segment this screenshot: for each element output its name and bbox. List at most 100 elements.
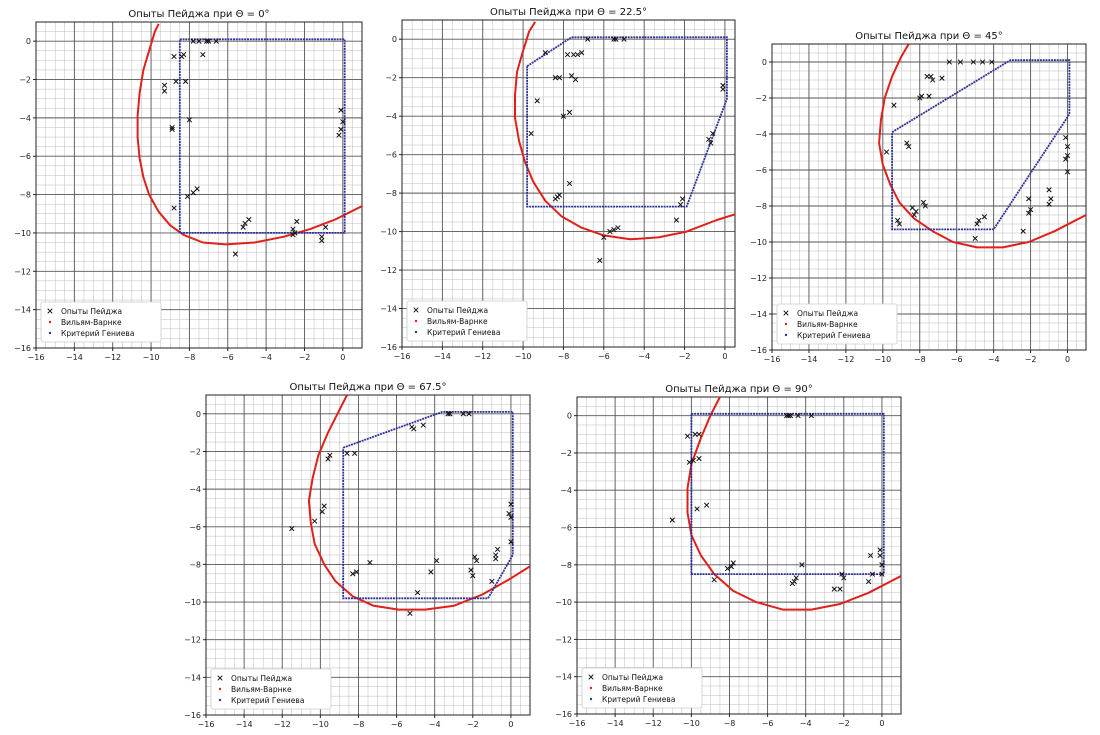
page-point-marker xyxy=(200,51,206,58)
page-point-marker xyxy=(789,580,796,587)
page-point-marker xyxy=(611,227,617,233)
page-point-marker xyxy=(506,510,512,517)
y-tick-label: −16 xyxy=(184,711,201,720)
y-tick-label: −10 xyxy=(184,598,201,607)
x-tick-label: −14 xyxy=(607,719,624,728)
page-point-marker xyxy=(724,565,731,572)
page-point-marker xyxy=(894,217,901,224)
page-point-marker xyxy=(730,560,736,566)
minor-grid xyxy=(402,19,736,347)
x-tick-label: −16 xyxy=(394,352,411,361)
page-point-marker xyxy=(572,76,579,83)
legend-label-page: Опыты Пейджа xyxy=(797,309,858,318)
minor-grid xyxy=(577,396,902,714)
y-tick-label: −10 xyxy=(14,229,31,238)
x-tick-label: −12 xyxy=(274,720,291,729)
y-tick-label: −2 xyxy=(560,449,572,458)
y-tick-label: −6 xyxy=(385,151,397,160)
plot-frame xyxy=(576,396,902,715)
page-point-marker xyxy=(607,228,613,235)
x-tick-label: −4 xyxy=(638,352,650,361)
y-tick-label: −10 xyxy=(380,228,397,237)
x-tick-label: −16 xyxy=(764,355,781,364)
legend-label-ww: Вильям-Варнке xyxy=(231,685,292,694)
x-tick-label: −14 xyxy=(66,353,83,362)
page-point-marker xyxy=(946,59,952,65)
page-point-marker xyxy=(190,38,196,44)
x-tick-label: −4 xyxy=(260,353,272,362)
page-point-marker xyxy=(173,78,179,85)
page-point-marker xyxy=(694,506,700,512)
page-point-marker xyxy=(1064,152,1071,159)
y-tick-label: 0 xyxy=(196,410,201,419)
y-tick-label: −2 xyxy=(385,74,397,83)
y-tick-label: −16 xyxy=(14,344,31,353)
chart-data xyxy=(669,397,901,611)
legend-marker-genieva xyxy=(48,331,52,335)
y-tick-label: −14 xyxy=(380,305,397,314)
legend: Опыты Пейджа Вильям-Варнке Критерий Гениев… xyxy=(40,301,162,343)
page-point-marker xyxy=(196,38,202,44)
legend-marker-page xyxy=(47,308,53,314)
page-point-marker xyxy=(972,235,978,242)
page-point-marker xyxy=(906,143,912,150)
page-point-marker xyxy=(869,571,876,577)
y-tick-label: −4 xyxy=(189,485,201,494)
page-point-marker xyxy=(171,53,177,60)
plot-frame xyxy=(205,394,531,716)
page-point-marker xyxy=(338,107,344,113)
page-point-marker xyxy=(321,503,327,509)
x-tick-label: 0 xyxy=(508,720,513,729)
legend-label-page: Опыты Пейджа xyxy=(231,674,292,683)
legend-label-ww: Вильям-Варнке xyxy=(61,318,122,327)
page-point-marker xyxy=(785,412,792,419)
page-point-marker xyxy=(336,132,342,138)
page-point-marker xyxy=(891,102,897,108)
plot-frame xyxy=(35,21,363,349)
y-tick-label: 0 xyxy=(567,412,572,421)
legend-marker-page xyxy=(217,675,223,681)
page-point-marker xyxy=(706,136,712,142)
y-tick-label: −6 xyxy=(189,523,201,532)
page-point-marker xyxy=(350,571,356,577)
minor-grid xyxy=(36,21,363,348)
chart-title: Опыты Пейджа при Θ = 67.5° xyxy=(289,382,446,393)
page-point-marker xyxy=(560,113,567,119)
page-point-marker xyxy=(979,59,986,65)
page-point-marker xyxy=(205,38,212,44)
y-tick-label: −4 xyxy=(755,130,767,139)
x-tick-label: −12 xyxy=(474,352,491,361)
page-point-marker xyxy=(621,36,627,42)
page-point-marker xyxy=(290,232,296,238)
page-point-marker xyxy=(528,130,534,137)
page-point-marker xyxy=(325,456,331,462)
page-point-marker xyxy=(194,186,200,192)
chart-title: Опыты Пейджа при Θ = 90° xyxy=(665,384,813,395)
plot-frame xyxy=(771,43,1087,351)
page-point-marker xyxy=(240,224,246,230)
x-tick-label: −10 xyxy=(683,719,700,728)
legend-label-genieva: Критерий Гениева xyxy=(231,696,304,705)
page-point-marker xyxy=(473,557,480,564)
page-point-marker xyxy=(1046,201,1052,207)
page-point-marker xyxy=(783,412,790,419)
chart-title: Опыты Пейджа при Θ = 0° xyxy=(128,9,269,20)
x-tick-label: −14 xyxy=(800,355,817,364)
page-point-marker xyxy=(564,51,571,58)
page-point-marker xyxy=(879,562,885,568)
x-tick-label: −10 xyxy=(515,352,532,361)
legend-label-page: Опыты Пейджа xyxy=(427,306,488,315)
page-point-marker xyxy=(922,203,928,209)
page-point-marker xyxy=(920,199,927,206)
y-tick-label: −6 xyxy=(560,524,572,533)
x-tick-label: −8 xyxy=(558,352,570,361)
page-point-marker xyxy=(289,525,295,532)
ww-curve xyxy=(136,23,362,246)
legend-marker-ww xyxy=(784,322,788,326)
page-point-marker xyxy=(428,569,434,575)
chart-2: −16 −14 −12 −10 −8 −6 −4 −2 0 0 −2 −4 −6 −8 −10 −12 −14 −… xyxy=(380,7,736,361)
page-point-marker xyxy=(690,457,696,464)
genieva-polygon xyxy=(526,36,728,208)
page-point-marker xyxy=(566,180,573,187)
